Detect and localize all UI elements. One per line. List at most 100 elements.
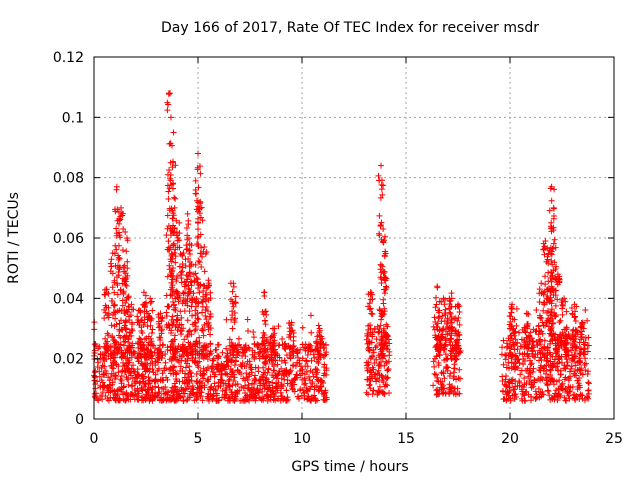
y-axis-label: ROTI / TECUs: [6, 192, 22, 284]
data-point-marker: [382, 339, 389, 346]
data-point-marker: [134, 366, 141, 373]
data-point-marker: [177, 363, 184, 370]
data-point-marker: [440, 369, 447, 376]
data-point-marker: [574, 377, 581, 384]
data-point-marker: [323, 365, 330, 372]
data-point-marker: [96, 368, 103, 375]
data-point-marker: [531, 376, 538, 383]
data-point-marker: [251, 354, 258, 361]
data-point-marker: [144, 310, 151, 317]
data-point-marker: [272, 352, 279, 359]
data-point-marker: [379, 191, 386, 198]
data-point-marker: [435, 362, 442, 369]
data-point-marker: [430, 382, 437, 389]
data-point-marker: [170, 129, 177, 136]
data-point-marker: [316, 325, 323, 332]
data-point-marker: [101, 370, 108, 377]
data-point-marker: [186, 247, 193, 254]
data-point-marker: [558, 385, 565, 392]
data-point-marker: [384, 374, 391, 381]
data-point-marker: [215, 341, 222, 348]
data-point-marker: [144, 362, 151, 369]
data-point-marker: [505, 378, 512, 385]
data-point-marker: [500, 337, 507, 344]
data-point-marker: [105, 332, 112, 339]
data-point-marker: [186, 259, 193, 266]
data-point-marker: [367, 375, 374, 382]
data-point-marker: [556, 276, 563, 283]
data-point-marker: [195, 257, 202, 264]
data-point-marker: [563, 353, 570, 360]
data-point-marker: [194, 310, 201, 317]
data-point-marker: [320, 379, 327, 386]
data-point-marker: [169, 276, 176, 283]
data-point-marker: [278, 365, 285, 372]
data-point-marker: [576, 350, 583, 357]
data-point-marker: [243, 362, 250, 369]
data-point-marker: [508, 353, 515, 360]
data-point-marker: [194, 315, 201, 322]
data-point-marker: [571, 301, 578, 308]
data-point-marker: [113, 225, 120, 232]
data-point-marker: [140, 347, 147, 354]
data-point-marker: [230, 351, 237, 358]
data-point-marker: [313, 382, 320, 389]
data-point-marker: [187, 343, 194, 350]
data-point-marker: [175, 342, 182, 349]
data-point-marker: [207, 331, 214, 338]
data-point-marker: [138, 328, 145, 335]
data-point-marker: [190, 290, 197, 297]
data-point-marker: [289, 379, 296, 386]
data-point-marker: [250, 329, 257, 336]
data-point-marker: [315, 359, 322, 366]
data-point-marker: [149, 307, 156, 314]
data-point-marker: [164, 212, 171, 219]
data-point-marker: [264, 336, 271, 343]
data-point-marker: [209, 369, 216, 376]
data-point-marker: [203, 316, 210, 323]
data-point-marker: [116, 386, 123, 393]
data-point-marker: [183, 278, 190, 285]
data-point-marker: [307, 312, 314, 319]
data-point-marker: [439, 334, 446, 341]
x-tick-label: 10: [293, 431, 311, 447]
data-point-marker: [148, 353, 155, 360]
data-point-marker: [204, 364, 211, 371]
data-point-marker: [499, 387, 506, 394]
data-point-marker: [316, 350, 323, 357]
data-point-marker: [578, 331, 585, 338]
data-point-marker: [367, 289, 374, 296]
data-point-marker: [381, 305, 388, 312]
data-point-marker: [180, 397, 187, 404]
x-tick-label: 5: [194, 431, 203, 447]
data-point-marker: [538, 357, 545, 364]
data-point-marker: [576, 358, 583, 365]
data-point-marker: [101, 343, 108, 350]
data-point-marker: [195, 316, 202, 323]
data-point-marker: [114, 280, 121, 287]
data-point-marker: [452, 350, 459, 357]
data-point-marker: [189, 389, 196, 396]
data-point-marker: [386, 352, 393, 359]
data-point-marker: [121, 322, 128, 329]
data-point-marker: [555, 354, 562, 361]
data-point-marker: [537, 328, 544, 335]
data-point-marker: [144, 316, 151, 323]
data-point-marker: [196, 352, 203, 359]
data-point-marker: [558, 359, 565, 366]
data-point-marker: [453, 345, 460, 352]
data-point-marker: [256, 349, 263, 356]
data-point-marker: [506, 312, 513, 319]
data-point-marker: [315, 322, 322, 329]
data-point-marker: [583, 360, 590, 367]
data-point-marker: [125, 336, 132, 343]
data-point-marker: [554, 367, 561, 374]
data-point-marker: [194, 208, 201, 215]
data-point-marker: [138, 339, 145, 346]
data-point-marker: [112, 315, 119, 322]
data-point-marker: [523, 310, 530, 317]
data-point-marker: [548, 197, 555, 204]
data-point-marker: [108, 298, 115, 305]
data-point-marker: [207, 295, 214, 302]
data-point-marker: [271, 346, 278, 353]
